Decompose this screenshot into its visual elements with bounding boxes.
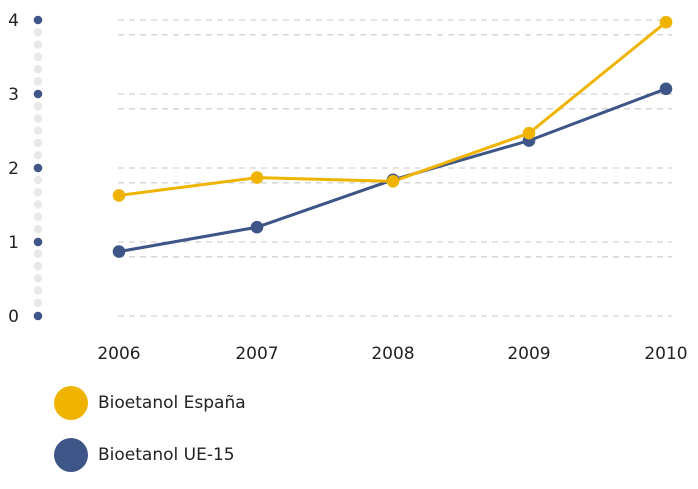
data-point-s0-2009 — [522, 126, 536, 140]
x-tick-label-2009: 2009 — [507, 344, 550, 364]
x-tick-label-2007: 2007 — [235, 344, 278, 364]
axis-spacer-dot — [33, 114, 43, 123]
line-chart: 0 1 2 3 4 2006 2007 2008 2009 2010 — [8, 11, 687, 364]
grid-lines — [118, 19, 672, 317]
axis-spacer-dot — [33, 101, 43, 111]
series-lines — [118, 21, 667, 254]
axis-spacer-dot — [33, 274, 43, 283]
axis-spacer-dot — [33, 126, 43, 135]
axis-spacer-dot — [33, 224, 43, 234]
axis-spacer-dot — [33, 188, 43, 197]
legend: Bioetanol España Bioetanol UE-15 — [54, 385, 246, 489]
axis-spacer-dot — [33, 28, 43, 37]
y-tick-label-2: 2 — [8, 159, 19, 179]
axis-spacer-dot — [33, 65, 43, 74]
y-tick-dot-2 — [33, 163, 43, 173]
data-point-s1-2007 — [250, 220, 264, 234]
axis-spacer-dot — [33, 286, 43, 295]
y-axis: 0 1 2 3 4 — [8, 11, 43, 327]
x-tick-label-2008: 2008 — [371, 344, 414, 364]
data-points — [112, 15, 673, 258]
x-axis: 2006 2007 2008 2009 2010 — [97, 344, 687, 364]
legend-label-espana: Bioetanol España — [98, 393, 246, 413]
axis-spacer-dot — [33, 52, 43, 62]
axis-spacer-dot — [33, 138, 43, 148]
legend-swatch-ue15 — [54, 438, 88, 472]
axis-spacer-dot — [33, 175, 43, 185]
axis-spacer-dot — [33, 40, 43, 49]
axis-spacer-dot — [33, 298, 43, 308]
y-tick-label-3: 3 — [8, 85, 19, 105]
axis-spacer-dot — [33, 212, 43, 221]
x-tick-label-2006: 2006 — [97, 344, 140, 364]
y-tick-label-1: 1 — [8, 233, 19, 253]
axis-spacer-dot — [33, 151, 43, 160]
data-point-s0-2008 — [386, 175, 400, 188]
data-point-s0-2007 — [250, 171, 264, 184]
y-tick-dot-3 — [33, 89, 43, 99]
legend-item-bioetanol-espana: Bioetanol España — [54, 385, 246, 421]
legend-item-bioetanol-ue15: Bioetanol UE-15 — [54, 437, 246, 473]
data-point-s0-2006 — [112, 189, 126, 202]
series-line-1 — [118, 87, 667, 254]
y-tick-label-0: 0 — [8, 307, 19, 327]
x-tick-label-2010: 2010 — [644, 344, 687, 364]
y-tick-dot-0 — [33, 311, 43, 321]
data-point-s1-2010 — [659, 82, 673, 96]
data-point-s1-2006 — [112, 245, 126, 258]
axis-spacer-dot — [33, 261, 43, 271]
y-tick-label-4: 4 — [8, 11, 19, 31]
axis-spacer-dot — [33, 249, 43, 258]
y-tick-dot-4 — [33, 15, 43, 25]
axis-spacer-dot — [33, 200, 43, 209]
data-point-s0-2010 — [659, 15, 673, 29]
legend-label-ue15: Bioetanol UE-15 — [98, 445, 235, 465]
axis-spacer-dot — [33, 77, 43, 86]
legend-swatch-espana — [54, 386, 88, 420]
y-tick-dot-1 — [33, 237, 43, 247]
